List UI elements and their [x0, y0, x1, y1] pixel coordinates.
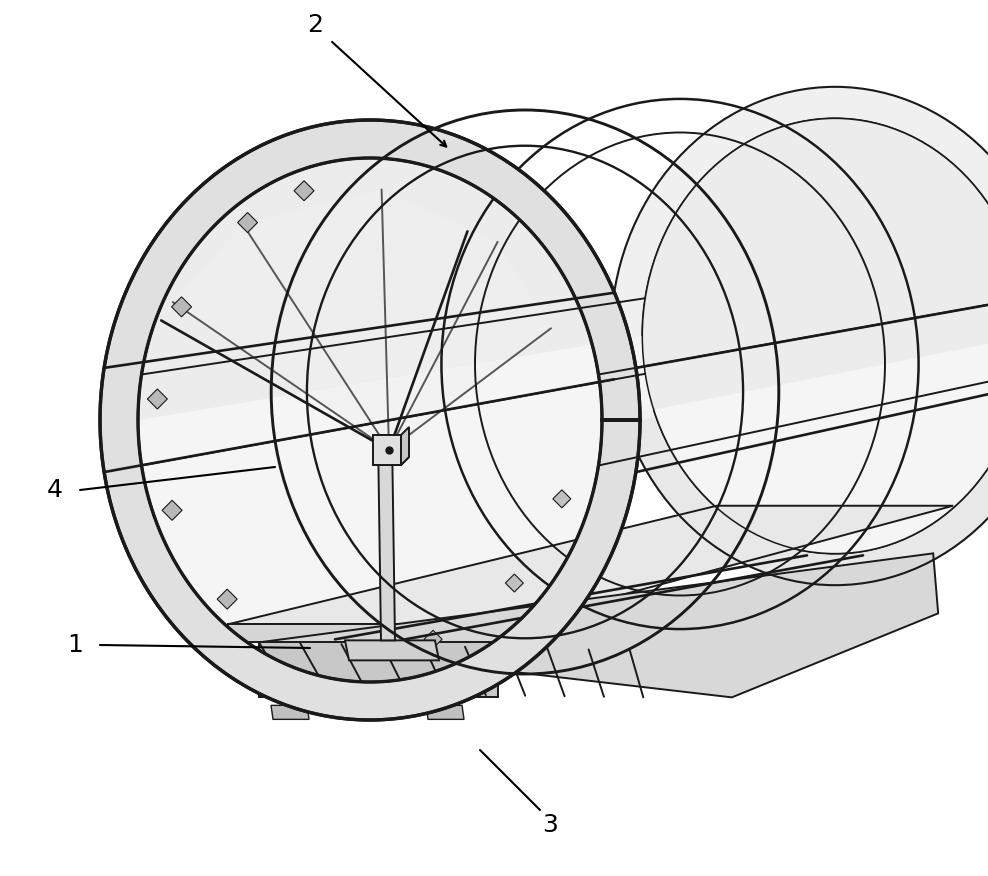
Polygon shape — [426, 705, 464, 719]
Text: 1: 1 — [67, 633, 83, 657]
Text: 2: 2 — [307, 13, 323, 37]
Polygon shape — [173, 189, 551, 450]
Polygon shape — [506, 574, 524, 592]
Polygon shape — [172, 297, 192, 317]
Polygon shape — [100, 87, 988, 420]
Polygon shape — [147, 389, 167, 409]
Polygon shape — [401, 427, 409, 465]
Polygon shape — [259, 642, 498, 697]
Text: 4: 4 — [47, 478, 63, 502]
Polygon shape — [373, 457, 409, 465]
Polygon shape — [378, 435, 395, 640]
Polygon shape — [373, 435, 401, 465]
Polygon shape — [271, 705, 309, 719]
Polygon shape — [237, 213, 258, 232]
Polygon shape — [227, 625, 512, 642]
Polygon shape — [162, 500, 182, 520]
Polygon shape — [553, 490, 571, 508]
Polygon shape — [138, 336, 988, 682]
Polygon shape — [100, 336, 988, 720]
Polygon shape — [217, 590, 237, 609]
Polygon shape — [227, 505, 953, 625]
Polygon shape — [259, 554, 939, 697]
Polygon shape — [424, 630, 442, 648]
Ellipse shape — [642, 118, 988, 554]
Polygon shape — [138, 118, 988, 420]
Polygon shape — [294, 180, 314, 201]
Polygon shape — [351, 705, 389, 719]
Text: 3: 3 — [542, 813, 558, 837]
Polygon shape — [100, 120, 640, 720]
Polygon shape — [345, 640, 439, 661]
